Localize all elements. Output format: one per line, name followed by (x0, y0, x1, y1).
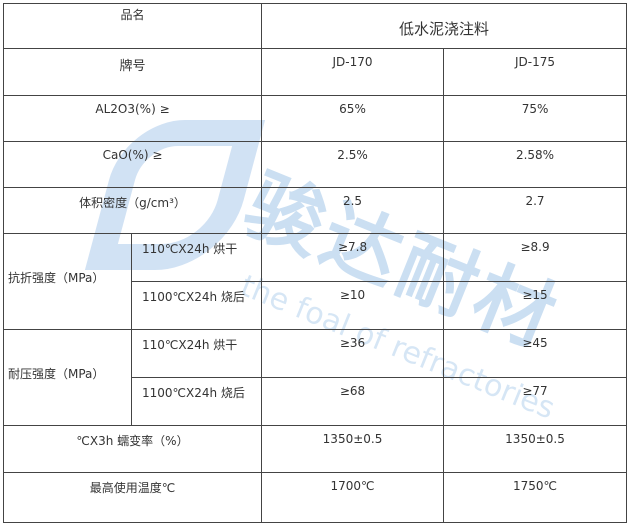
condition: 1100℃X24h 烧后 (130, 281, 263, 330)
spec-table: 品名 低水泥浇注料 牌号 JD-170 JD-175 AL2O3(%) ≥ 65… (2, 3, 628, 523)
grade-label: 牌号 (2, 48, 263, 96)
table-row: 抗折强度（MPa） 110℃X24h 烘干 ≥7.8 ≥8.9 (3, 233, 628, 330)
grade-2: JD-175 (443, 48, 628, 96)
table-row: ℃X3h 蠕变率（%） 1350±0.5 1350±0.5 (2, 425, 628, 473)
row-label: 体积密度（g/cm³） (2, 187, 263, 234)
cell-value: ≥8.9 (443, 233, 628, 282)
cell-value: 2.7 (443, 187, 628, 234)
table-row: 耐压强度（MPa） 110℃X24h 烘干 ≥36 ≥45 (3, 329, 628, 426)
table-row: 1100℃X24h 烧后 ≥10 ≥15 (4, 281, 628, 330)
cell-value: 1350±0.5 (261, 425, 445, 473)
cell-value: ≥36 (261, 329, 445, 378)
row-label: CaO(%) ≥ (2, 141, 263, 188)
condition: 110℃X24h 烘干 (130, 233, 263, 282)
table-row: 体积密度（g/cm³） 2.5 2.7 (2, 187, 628, 234)
cell-value: 65% (261, 95, 445, 142)
compressive-label: 耐压强度（MPa） (3, 329, 132, 426)
cell-value: 2.58% (443, 141, 628, 188)
product-label: 品名 (2, 3, 263, 49)
condition: 1100℃X24h 烧后 (130, 377, 263, 426)
grade-1: JD-170 (261, 48, 445, 96)
cell-value: 1750℃ (443, 472, 628, 523)
cell-value: ≥15 (443, 281, 628, 330)
creep-label: ℃X3h 蠕变率（%） (2, 425, 263, 473)
cell-value: ≥45 (443, 329, 628, 378)
table-row: 品名 低水泥浇注料 (2, 3, 628, 49)
cell-value: ≥77 (443, 377, 628, 426)
cell-value: ≥68 (261, 377, 445, 426)
product-name: 低水泥浇注料 (261, 3, 628, 49)
row-label: AL2O3(%) ≥ (2, 95, 263, 142)
cell-value: 2.5% (261, 141, 445, 188)
table-row: 牌号 JD-170 JD-175 (2, 48, 628, 96)
cell-value: 75% (443, 95, 628, 142)
cell-value: 1350±0.5 (443, 425, 628, 473)
table-row: 最高使用温度℃ 1700℃ 1750℃ (2, 472, 628, 523)
cell-value: ≥10 (261, 281, 445, 330)
max-temp-label: 最高使用温度℃ (2, 472, 263, 523)
table-row: CaO(%) ≥ 2.5% 2.58% (2, 141, 628, 188)
cell-value: ≥7.8 (261, 233, 445, 282)
condition: 110℃X24h 烘干 (130, 329, 263, 378)
table-row: 1100℃X24h 烧后 ≥68 ≥77 (4, 377, 628, 426)
cell-value: 2.5 (261, 187, 445, 234)
cell-value: 1700℃ (261, 472, 445, 523)
table-row: AL2O3(%) ≥ 65% 75% (2, 95, 628, 142)
flexural-label: 抗折强度（MPa） (3, 233, 132, 330)
